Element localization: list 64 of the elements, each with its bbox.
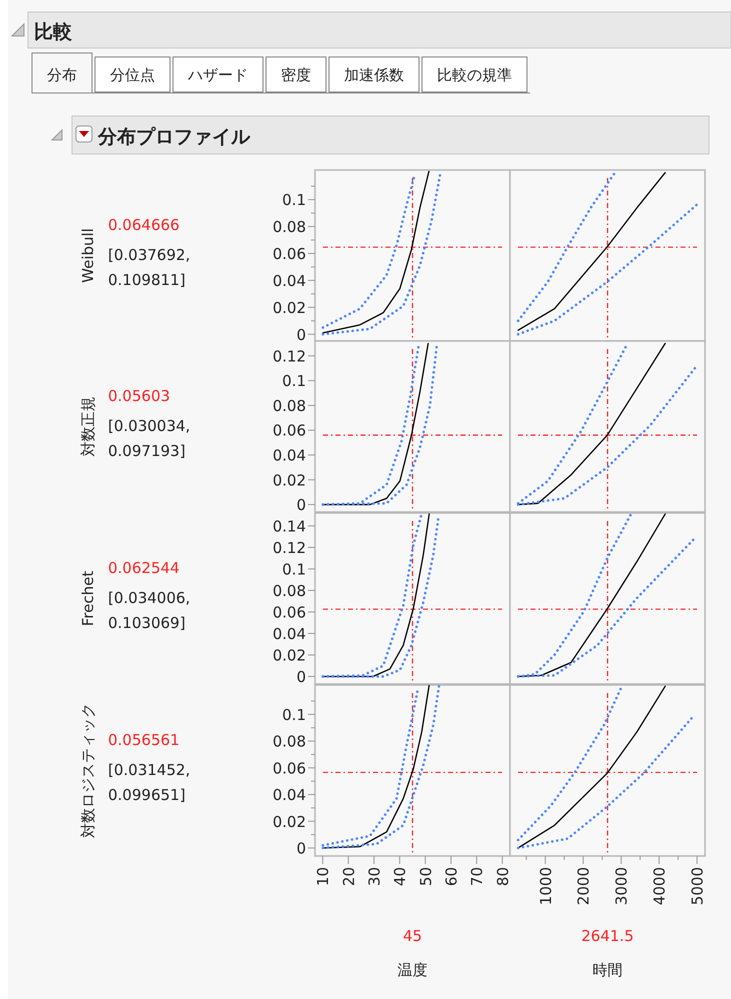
x-tick-label: 1000 [536, 867, 555, 906]
y-tick-label: 0.08 [272, 732, 306, 751]
x-axis-title: 温度 [398, 961, 428, 979]
ref-line-label: 2641.5 [581, 927, 634, 945]
text: [0.034006, 0.103069] [108, 589, 195, 632]
x-tick-label: 70 [468, 867, 486, 886]
y-tick-label: 0.12 [272, 347, 306, 366]
x-tick-label: 30 [366, 867, 384, 886]
ref-line-label: 0.064666 [108, 216, 180, 234]
y-tick-label: 0.1 [282, 560, 306, 578]
y-tick-label: 0.06 [272, 759, 306, 778]
y-tick-label: 0.02 [272, 646, 306, 664]
y-tick-label: 0.12 [272, 538, 306, 557]
x-tick-label: 10 [314, 867, 332, 886]
text: 比較 [34, 21, 73, 43]
y-tick-label: 0 [296, 839, 306, 858]
text: [0.037692, 0.109811] [108, 246, 195, 289]
x-tick-label: 60 [442, 867, 460, 886]
y-tick-label: 0 [296, 668, 306, 686]
text: 分布 [47, 66, 77, 84]
y-tick-label: 0.06 [272, 244, 306, 263]
x-axis-title: 時間 [592, 961, 622, 979]
ref-line-label: 0.05603 [108, 387, 170, 405]
text: 比較の規準 [437, 66, 512, 84]
y-tick-label: 0.1 [282, 191, 306, 210]
x-tick-label: 80 [494, 867, 512, 886]
text: 加速係数 [344, 66, 404, 84]
y-axis-title: Weibull [79, 228, 97, 283]
y-axis-title: 対数正規 [79, 396, 97, 456]
text: ハザード [187, 66, 248, 84]
y-tick-label: 0 [296, 496, 306, 514]
y-axis-title: Frechet [79, 570, 97, 626]
y-tick-label: 0.14 [272, 517, 306, 536]
ref-line-label: 45 [402, 927, 422, 945]
y-tick-label: 0.08 [272, 218, 306, 236]
y-tick-label: 0.02 [272, 812, 306, 831]
y-tick-label: 0.04 [272, 786, 306, 804]
y-tick-label: 0 [296, 326, 306, 344]
y-axis-title: 対数ロジスティック [79, 703, 97, 838]
y-tick-label: 0.02 [272, 471, 306, 490]
x-tick-label: 40 [391, 867, 410, 886]
y-tick-label: 0.1 [282, 706, 306, 724]
x-tick-label: 50 [416, 867, 435, 886]
text: [0.031452, 0.099651] [108, 761, 195, 804]
y-tick-label: 0.02 [272, 298, 306, 317]
y-tick-label: 0.06 [272, 603, 306, 622]
ref-line-label: 0.062544 [108, 559, 180, 577]
x-tick-label: 3000 [612, 867, 631, 906]
text: 分布プロファイル [97, 126, 251, 148]
text: [0.030034, 0.097193] [108, 417, 195, 460]
y-tick-label: 0.04 [272, 624, 306, 643]
text: 分位点 [110, 66, 155, 84]
x-tick-label: 20 [340, 867, 358, 886]
x-tick-label: 2000 [574, 867, 593, 906]
x-tick-label: 5000 [688, 867, 707, 906]
y-tick-label: 0.08 [272, 582, 306, 600]
y-tick-label: 0.04 [272, 446, 306, 464]
y-tick-label: 0.06 [272, 422, 306, 440]
text: 密度 [281, 66, 311, 84]
y-tick-label: 0.08 [272, 396, 306, 415]
ref-line-label: 0.056561 [108, 731, 180, 749]
y-tick-label: 0.1 [282, 372, 306, 390]
x-tick-label: 4000 [650, 867, 669, 906]
y-tick-label: 0.04 [272, 272, 306, 290]
